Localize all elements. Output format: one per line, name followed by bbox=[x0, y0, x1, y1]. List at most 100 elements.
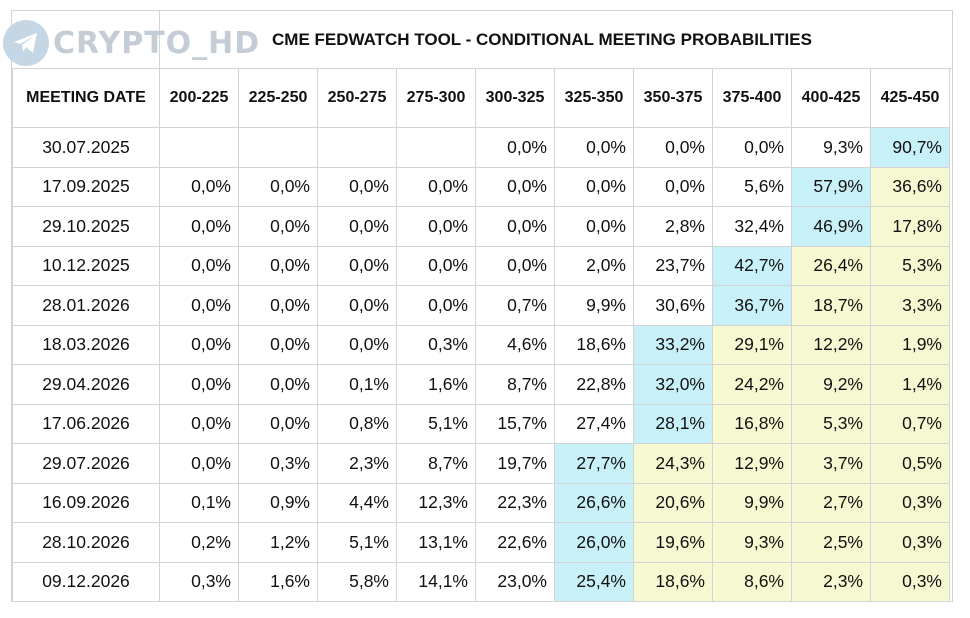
probability-cell: 0,0% bbox=[317, 324, 397, 365]
probability-cell: 0,1% bbox=[159, 482, 239, 523]
probability-cell: 0,0% bbox=[633, 166, 713, 207]
probability-cell: 0,0% bbox=[317, 285, 397, 326]
probability-cell: 24,3% bbox=[633, 443, 713, 484]
table-row: 29.10.2025 0,0% 0,0% 0,0% 0,0% 0,0% 0,0% 2,8% 32… bbox=[12, 206, 950, 247]
probability-cell: 0,0% bbox=[159, 206, 239, 247]
probability-cell: 20,6% bbox=[633, 482, 713, 523]
probability-cell: 30,6% bbox=[633, 285, 713, 326]
column-header-meeting-date: MEETING DATE bbox=[12, 68, 160, 128]
probability-cell: 3,7% bbox=[791, 443, 871, 484]
probability-cell: 9,9% bbox=[554, 285, 634, 326]
probability-cell: 23,0% bbox=[475, 561, 555, 602]
probability-cell: 0,0% bbox=[238, 166, 318, 207]
probability-cell: 5,8% bbox=[317, 561, 397, 602]
probability-cell: 0,0% bbox=[633, 127, 713, 168]
probability-cell: 0,0% bbox=[159, 324, 239, 365]
probability-cell: 5,1% bbox=[396, 403, 476, 444]
table-title: CME FEDWATCH TOOL - CONDITIONAL MEETING … bbox=[170, 11, 952, 69]
table-row: 28.10.2026 0,2% 1,2% 5,1% 13,1% 22,6% 26,0% 19,… bbox=[12, 522, 950, 563]
header-row: MEETING DATE 200-225 225-250 250-275 275-300… bbox=[12, 68, 950, 128]
probability-cell: 32,4% bbox=[712, 206, 792, 247]
probability-cell: 1,9% bbox=[870, 324, 950, 365]
probability-cell: 0,0% bbox=[712, 127, 792, 168]
probability-cell: 2,7% bbox=[791, 482, 871, 523]
probability-cell: 24,2% bbox=[712, 364, 792, 405]
probability-cell: 0,3% bbox=[870, 522, 950, 563]
probability-cell: 0,3% bbox=[396, 324, 476, 365]
probability-cell: 0,0% bbox=[159, 166, 239, 207]
probability-cell: 0,0% bbox=[396, 166, 476, 207]
telegram-icon bbox=[3, 20, 49, 66]
probability-cell: 0,2% bbox=[159, 522, 239, 563]
probability-table-card: CME FEDWATCH TOOL - CONDITIONAL MEETING … bbox=[11, 10, 953, 602]
meeting-date-cell: 16.09.2026 bbox=[12, 482, 160, 523]
probability-cell: 23,7% bbox=[633, 245, 713, 286]
probability-cell: 33,2% bbox=[633, 324, 713, 365]
probability-cell: 0,0% bbox=[554, 166, 634, 207]
probability-cell: 0,0% bbox=[159, 364, 239, 405]
probability-cell: 26,6% bbox=[554, 482, 634, 523]
probability-cell: 9,2% bbox=[791, 364, 871, 405]
table-row: 09.12.2026 0,3% 1,6% 5,8% 14,1% 23,0% 25,4% 18,… bbox=[12, 561, 950, 602]
table-row: 16.09.2026 0,1% 0,9% 4,4% 12,3% 22,3% 26,6% 20,… bbox=[12, 482, 950, 523]
table-row: 30.07.2025 0,0% 0,0% 0,0% 0,0% 9,3% 90,7% bbox=[12, 127, 950, 168]
probability-cell: 36,6% bbox=[870, 166, 950, 207]
probability-cell: 0,0% bbox=[554, 127, 634, 168]
probability-cell: 5,6% bbox=[712, 166, 792, 207]
meeting-date-cell: 09.12.2026 bbox=[12, 561, 160, 602]
probability-cell: 0,0% bbox=[475, 206, 555, 247]
probability-cell: 26,4% bbox=[791, 245, 871, 286]
probability-cell: 27,7% bbox=[554, 443, 634, 484]
probability-cell: 0,9% bbox=[238, 482, 318, 523]
probability-cell: 0,0% bbox=[238, 324, 318, 365]
probability-cell: 0,0% bbox=[159, 285, 239, 326]
probability-cell: 19,7% bbox=[475, 443, 555, 484]
probability-cell bbox=[159, 127, 239, 168]
probability-cell: 26,0% bbox=[554, 522, 634, 563]
probability-cell: 90,7% bbox=[870, 127, 950, 168]
probability-cell: 2,8% bbox=[633, 206, 713, 247]
probability-cell: 0,0% bbox=[317, 166, 397, 207]
probability-cell: 18,6% bbox=[554, 324, 634, 365]
probability-cell: 12,3% bbox=[396, 482, 476, 523]
probability-cell: 22,8% bbox=[554, 364, 634, 405]
probability-cell: 0,0% bbox=[396, 245, 476, 286]
table-row: 28.01.2026 0,0% 0,0% 0,0% 0,0% 0,7% 9,9% 30,6% 3… bbox=[12, 285, 950, 326]
table-row: 10.12.2025 0,0% 0,0% 0,0% 0,0% 0,0% 2,0% 23,7% 4… bbox=[12, 245, 950, 286]
probability-cell: 0,3% bbox=[870, 482, 950, 523]
column-header-275-300: 275-300 bbox=[396, 68, 476, 128]
column-header-200-225: 200-225 bbox=[159, 68, 239, 128]
column-header-300-325: 300-325 bbox=[475, 68, 555, 128]
probability-cell: 0,8% bbox=[317, 403, 397, 444]
probability-cell: 0,3% bbox=[870, 561, 950, 602]
probability-cell: 0,0% bbox=[238, 285, 318, 326]
meeting-date-cell: 29.07.2026 bbox=[12, 443, 160, 484]
probability-cell: 0,0% bbox=[396, 206, 476, 247]
meeting-date-cell: 18.03.2026 bbox=[12, 324, 160, 365]
probability-cell: 4,6% bbox=[475, 324, 555, 365]
probability-cell: 0,0% bbox=[475, 127, 555, 168]
probability-cell: 0,0% bbox=[317, 245, 397, 286]
column-header-350-375: 350-375 bbox=[633, 68, 713, 128]
probability-cell: 1,4% bbox=[870, 364, 950, 405]
table-row: 17.06.2026 0,0% 0,0% 0,8% 5,1% 15,7% 27,4% 28,1… bbox=[12, 403, 950, 444]
probability-cell: 28,1% bbox=[633, 403, 713, 444]
probability-cell: 0,3% bbox=[159, 561, 239, 602]
table-row: 29.07.2026 0,0% 0,3% 2,3% 8,7% 19,7% 27,7% 24,3… bbox=[12, 443, 950, 484]
probability-cell: 0,0% bbox=[475, 166, 555, 207]
probability-cell: 12,9% bbox=[712, 443, 792, 484]
column-header-225-250: 225-250 bbox=[238, 68, 318, 128]
probability-cell: 18,6% bbox=[633, 561, 713, 602]
probability-cell: 0,0% bbox=[554, 206, 634, 247]
probability-cell: 5,1% bbox=[317, 522, 397, 563]
table-body: 30.07.2025 0,0% 0,0% 0,0% 0,0% 9,3% 90,7% 17.09… bbox=[12, 127, 950, 602]
probability-cell bbox=[396, 127, 476, 168]
watermark-text: CRYPTO_HD bbox=[53, 25, 261, 61]
probability-cell: 0,0% bbox=[238, 403, 318, 444]
probability-cell: 8,6% bbox=[712, 561, 792, 602]
probability-cell: 0,7% bbox=[475, 285, 555, 326]
probability-cell: 17,8% bbox=[870, 206, 950, 247]
probability-cell: 0,0% bbox=[238, 206, 318, 247]
probability-cell: 2,0% bbox=[554, 245, 634, 286]
column-header-400-425: 400-425 bbox=[791, 68, 871, 128]
